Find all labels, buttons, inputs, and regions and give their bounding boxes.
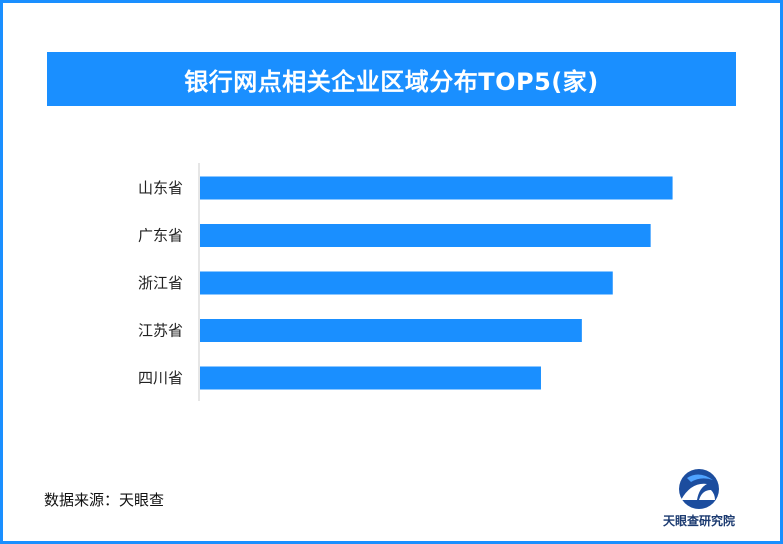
category-label-2: 浙江省 xyxy=(138,274,183,292)
category-label-4: 四川省 xyxy=(138,369,183,387)
bar-4 xyxy=(200,366,541,390)
data-source: 数据来源：天眼查 xyxy=(44,491,165,509)
category-label-0: 山东省 xyxy=(138,179,183,197)
tianyancha-logo-icon xyxy=(679,469,719,509)
category-label-1: 广东省 xyxy=(138,227,183,245)
category-label-3: 江苏省 xyxy=(138,322,183,340)
bar-0 xyxy=(200,176,673,200)
chart-title: 银行网点相关企业区域分布TOP5(家) xyxy=(184,67,599,96)
title-banner: 银行网点相关企业区域分布TOP5(家) xyxy=(47,52,736,106)
bar-3 xyxy=(200,319,582,342)
brand-watermark: 天眼查研究院 xyxy=(657,468,741,532)
brand-name: 天眼查研究院 xyxy=(662,514,735,528)
bar-2 xyxy=(200,271,613,295)
bar-1 xyxy=(200,224,651,247)
